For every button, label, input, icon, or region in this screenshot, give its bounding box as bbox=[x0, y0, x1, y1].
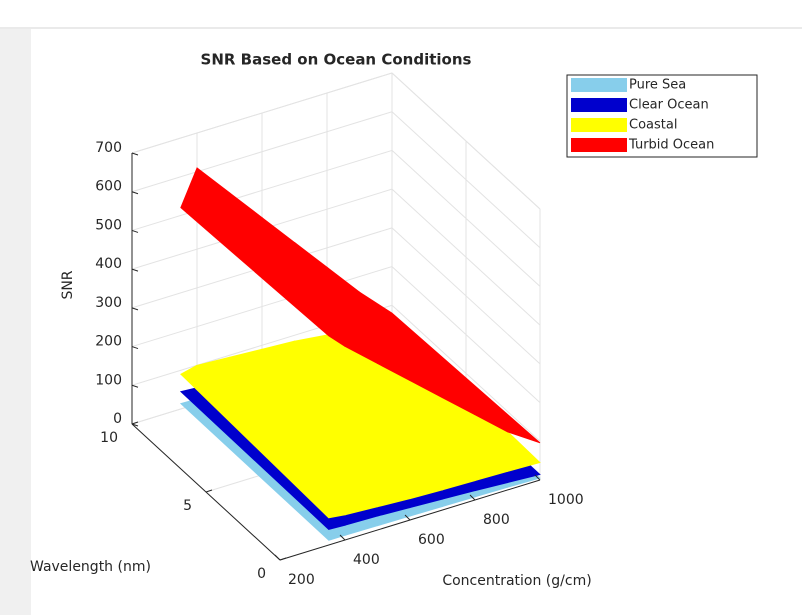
legend-swatch bbox=[571, 78, 627, 92]
z-tick bbox=[131, 152, 139, 156]
y-tick-label: 5 bbox=[183, 498, 192, 514]
y-axis-label: Wavelength (nm) bbox=[30, 559, 151, 575]
y-tick-label: 0 bbox=[257, 566, 266, 582]
z-tick-label: 400 bbox=[95, 256, 122, 272]
z-tick-label: 0 bbox=[113, 411, 122, 427]
surfaces bbox=[179, 167, 541, 541]
box-edge bbox=[131, 72, 393, 154]
legend-label: Coastal bbox=[629, 118, 677, 133]
z-tick-label: 700 bbox=[95, 140, 122, 156]
grid-line bbox=[391, 150, 541, 287]
x-tick bbox=[534, 474, 541, 481]
z-tick-label: 300 bbox=[95, 295, 122, 311]
z-tick bbox=[131, 384, 139, 388]
grid-line bbox=[131, 266, 393, 348]
legend: Pure Sea Clear Ocean Coastal Turbid Ocean bbox=[566, 74, 758, 158]
grid-line bbox=[391, 304, 541, 442]
y-tick bbox=[131, 421, 139, 425]
grid-line bbox=[391, 227, 541, 365]
legend-swatch bbox=[571, 118, 627, 132]
z-tick bbox=[131, 229, 139, 233]
z-tick bbox=[131, 423, 139, 427]
legend-swatch bbox=[571, 138, 627, 152]
grid-line bbox=[391, 266, 541, 403]
grid-line bbox=[391, 188, 541, 326]
side-panel bbox=[0, 29, 31, 615]
box-edge bbox=[391, 72, 541, 210]
x-tick bbox=[339, 534, 346, 541]
z-tick bbox=[131, 268, 139, 272]
z-tick bbox=[131, 307, 139, 311]
legend-swatch bbox=[571, 98, 627, 112]
x-tick bbox=[469, 494, 476, 501]
x-axis-label: Concentration (g/cm) bbox=[442, 573, 591, 589]
x-tick-label: 200 bbox=[288, 572, 315, 588]
z-tick-label: 600 bbox=[95, 179, 122, 195]
z-tick bbox=[131, 191, 139, 195]
grid-line bbox=[131, 149, 393, 231]
y-tick-label: 10 bbox=[100, 430, 118, 446]
z-tick-label: 500 bbox=[95, 217, 122, 233]
x-tick-label: 1000 bbox=[548, 492, 584, 508]
legend-label: Clear Ocean bbox=[629, 98, 709, 113]
x-tick-label: 600 bbox=[418, 532, 445, 548]
z-axis-label: SNR bbox=[60, 270, 76, 299]
axes: 0 100 200 300 400 500 600 700 0 5 10 200 400 600 800 10… bbox=[95, 140, 583, 588]
x-tick bbox=[404, 514, 411, 521]
x-tick-label: 400 bbox=[353, 552, 380, 568]
z-tick-label: 100 bbox=[95, 372, 122, 388]
z-tick-label: 200 bbox=[95, 334, 122, 350]
chart-title: SNR Based on Ocean Conditions bbox=[201, 51, 472, 69]
y-tick bbox=[205, 489, 213, 493]
legend-label: Turbid Ocean bbox=[628, 138, 714, 153]
y-tick bbox=[279, 557, 287, 561]
surface-patch bbox=[359, 291, 541, 444]
z-tick bbox=[131, 346, 139, 350]
legend-label: Pure Sea bbox=[629, 78, 686, 93]
grid-line bbox=[131, 111, 393, 193]
grid-line bbox=[391, 111, 541, 249]
x-tick-label: 800 bbox=[483, 512, 510, 528]
x-tick bbox=[274, 554, 281, 561]
